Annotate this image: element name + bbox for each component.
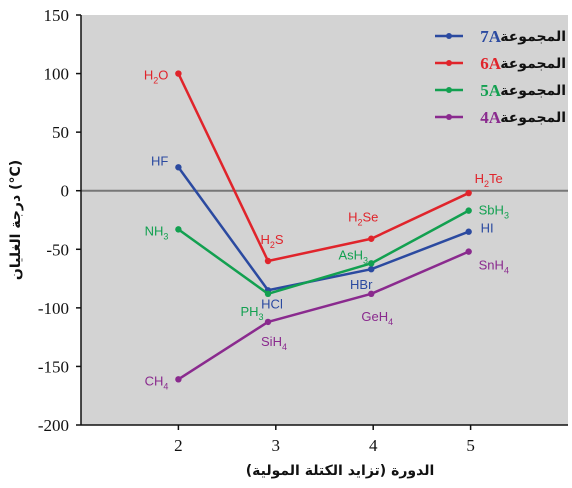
y-tick-label: 100	[44, 65, 70, 84]
y-tick-label: -100	[38, 299, 69, 318]
x-tick-label: 3	[272, 436, 281, 455]
series-line-6A	[177, 73, 470, 263]
data-label: SiH4	[261, 334, 287, 352]
y-tick-label: 150	[44, 6, 70, 25]
data-point	[368, 235, 375, 242]
data-point	[368, 260, 375, 267]
data-label: AsH3	[338, 247, 368, 265]
x-axis-title: الدورة (تزايد الكتلة المولية)	[246, 463, 435, 479]
data-label: HI	[481, 221, 494, 236]
data-point	[465, 248, 472, 255]
data-label: HBr	[350, 277, 373, 292]
data-label: HCl	[261, 296, 283, 311]
legend-series-name: 7A	[480, 27, 502, 46]
y-tick-label: 50	[52, 123, 69, 142]
legend-group-word: المجموعة	[500, 83, 566, 99]
data-point	[465, 189, 472, 197]
x-tick-label: 4	[369, 436, 378, 455]
legend-group-word: المجموعة	[500, 110, 566, 126]
data-point	[175, 70, 182, 77]
y-axis-title: درجة الغليان (°C)	[8, 160, 24, 280]
data-point	[264, 318, 272, 326]
data-label: H2Se	[348, 210, 378, 228]
data-label: NH3	[145, 223, 169, 241]
y-tick-label: -50	[46, 240, 69, 259]
data-label: PH3	[240, 304, 263, 322]
data-point	[175, 226, 182, 233]
plot-area	[81, 15, 568, 425]
legend-marker	[446, 87, 452, 93]
data-point	[465, 228, 472, 235]
data-point	[175, 376, 182, 383]
data-label: SbH3	[479, 203, 509, 221]
data-point	[264, 290, 272, 297]
legend-group-word: المجموعة	[500, 56, 566, 72]
legend-marker	[446, 33, 452, 39]
legend-group-word: المجموعة	[500, 29, 566, 45]
data-label: CH4	[145, 373, 169, 391]
data-label: HF	[151, 153, 168, 168]
data-label: H2O	[144, 68, 169, 86]
data-point	[368, 290, 375, 297]
legend-series-name: 5A	[480, 81, 502, 100]
legend-series-name: 4A	[480, 108, 502, 127]
data-point	[264, 257, 272, 265]
series-line-5A	[177, 209, 470, 296]
data-point	[368, 266, 375, 273]
series-line-4A	[177, 250, 470, 381]
data-label: H2Te	[475, 171, 503, 189]
y-tick-label: -150	[38, 357, 69, 376]
y-tick-label: -200	[38, 416, 69, 435]
data-label: SnH4	[479, 258, 509, 276]
legend-series-name: 6A	[480, 54, 502, 73]
legend-marker	[446, 60, 452, 66]
data-label: H2S	[260, 232, 283, 250]
x-tick-label: 2	[174, 436, 183, 455]
data-point	[175, 164, 182, 171]
data-point	[465, 207, 472, 214]
x-tick-label: 5	[466, 436, 475, 455]
y-tick-label: 0	[61, 182, 70, 201]
legend-marker	[446, 114, 452, 120]
data-label: GeH4	[361, 309, 393, 327]
